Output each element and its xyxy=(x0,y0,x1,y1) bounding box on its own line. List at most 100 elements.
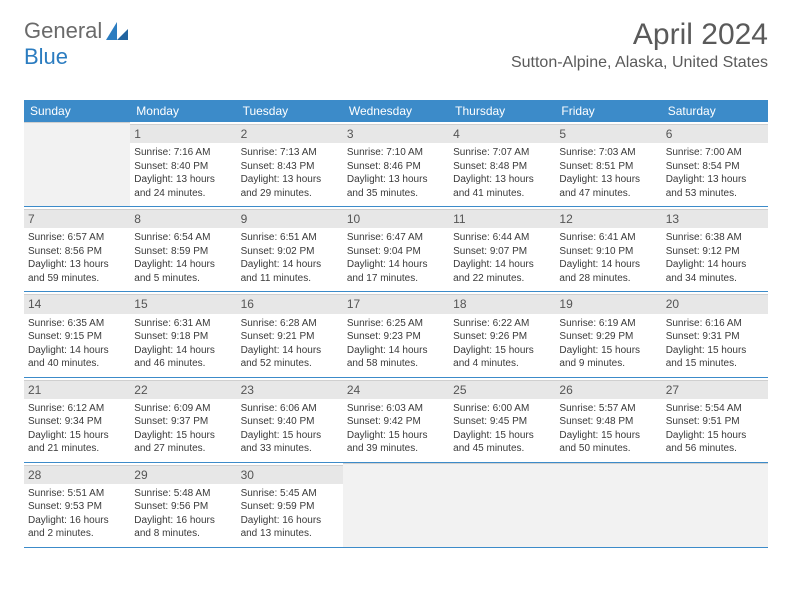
sunset-line: Sunset: 8:40 PM xyxy=(134,160,232,174)
sunrise-line: Sunrise: 7:13 AM xyxy=(241,146,339,160)
weekday-mon: Monday xyxy=(130,100,236,122)
day-cell-empty xyxy=(555,463,661,547)
calendar: Sunday Monday Tuesday Wednesday Thursday… xyxy=(24,100,768,548)
day-number: 1 xyxy=(130,124,236,143)
sunset-line: Sunset: 8:46 PM xyxy=(347,160,445,174)
daylight-line: Daylight: 14 hours and 58 minutes. xyxy=(347,344,445,371)
daylight-line: Daylight: 15 hours and 45 minutes. xyxy=(453,429,551,456)
day-cell: 20Sunrise: 6:16 AMSunset: 9:31 PMDayligh… xyxy=(662,292,768,376)
weekday-thu: Thursday xyxy=(449,100,555,122)
sunset-line: Sunset: 9:51 PM xyxy=(666,415,764,429)
week-row: 14Sunrise: 6:35 AMSunset: 9:15 PMDayligh… xyxy=(24,292,768,377)
day-cell: 30Sunrise: 5:45 AMSunset: 9:59 PMDayligh… xyxy=(237,463,343,547)
daylight-line: Daylight: 13 hours and 59 minutes. xyxy=(28,258,126,285)
logo-text-1: General xyxy=(24,18,102,44)
sunrise-line: Sunrise: 6:35 AM xyxy=(28,317,126,331)
sunrise-line: Sunrise: 5:48 AM xyxy=(134,487,232,501)
sunrise-line: Sunrise: 5:57 AM xyxy=(559,402,657,416)
day-number: 25 xyxy=(449,380,555,399)
day-cell: 23Sunrise: 6:06 AMSunset: 9:40 PMDayligh… xyxy=(237,378,343,462)
day-number: 11 xyxy=(449,209,555,228)
day-cell: 4Sunrise: 7:07 AMSunset: 8:48 PMDaylight… xyxy=(449,122,555,206)
sunset-line: Sunset: 9:59 PM xyxy=(241,500,339,514)
day-cell: 7Sunrise: 6:57 AMSunset: 8:56 PMDaylight… xyxy=(24,207,130,291)
daylight-line: Daylight: 16 hours and 2 minutes. xyxy=(28,514,126,541)
sunset-line: Sunset: 9:04 PM xyxy=(347,245,445,259)
daylight-line: Daylight: 14 hours and 28 minutes. xyxy=(559,258,657,285)
daylight-line: Daylight: 13 hours and 29 minutes. xyxy=(241,173,339,200)
daylight-line: Daylight: 14 hours and 22 minutes. xyxy=(453,258,551,285)
title-block: April 2024 Sutton-Alpine, Alaska, United… xyxy=(511,18,768,72)
sunrise-line: Sunrise: 6:41 AM xyxy=(559,231,657,245)
sunrise-line: Sunrise: 7:16 AM xyxy=(134,146,232,160)
daylight-line: Daylight: 15 hours and 39 minutes. xyxy=(347,429,445,456)
day-cell: 21Sunrise: 6:12 AMSunset: 9:34 PMDayligh… xyxy=(24,378,130,462)
weekday-fri: Friday xyxy=(555,100,661,122)
day-cell: 12Sunrise: 6:41 AMSunset: 9:10 PMDayligh… xyxy=(555,207,661,291)
week-row: 21Sunrise: 6:12 AMSunset: 9:34 PMDayligh… xyxy=(24,378,768,463)
day-cell-empty xyxy=(24,122,130,206)
daylight-line: Daylight: 14 hours and 11 minutes. xyxy=(241,258,339,285)
sunrise-line: Sunrise: 7:10 AM xyxy=(347,146,445,160)
location: Sutton-Alpine, Alaska, United States xyxy=(511,54,768,72)
sunrise-line: Sunrise: 5:45 AM xyxy=(241,487,339,501)
sunset-line: Sunset: 9:23 PM xyxy=(347,330,445,344)
weekday-tue: Tuesday xyxy=(237,100,343,122)
sunset-line: Sunset: 8:54 PM xyxy=(666,160,764,174)
week-row: 1Sunrise: 7:16 AMSunset: 8:40 PMDaylight… xyxy=(24,122,768,207)
sunrise-line: Sunrise: 7:07 AM xyxy=(453,146,551,160)
day-cell: 25Sunrise: 6:00 AMSunset: 9:45 PMDayligh… xyxy=(449,378,555,462)
sunrise-line: Sunrise: 6:19 AM xyxy=(559,317,657,331)
logo: General xyxy=(24,18,130,44)
sunrise-line: Sunrise: 6:03 AM xyxy=(347,402,445,416)
day-cell: 28 Sunrise: 5:51 AMSunset: 9:53 PMDayligh… xyxy=(24,463,130,547)
sunset-line: Sunset: 9:53 PM xyxy=(28,500,126,514)
sunset-line: Sunset: 8:56 PM xyxy=(28,245,126,259)
sunset-line: Sunset: 8:51 PM xyxy=(559,160,657,174)
daylight-line: Daylight: 13 hours and 24 minutes. xyxy=(134,173,232,200)
sunset-line: Sunset: 9:29 PM xyxy=(559,330,657,344)
day-cell: 18Sunrise: 6:22 AMSunset: 9:26 PMDayligh… xyxy=(449,292,555,376)
sunrise-line: Sunrise: 6:38 AM xyxy=(666,231,764,245)
sunset-line: Sunset: 8:48 PM xyxy=(453,160,551,174)
day-number: 18 xyxy=(449,294,555,313)
day-cell: 26Sunrise: 5:57 AMSunset: 9:48 PMDayligh… xyxy=(555,378,661,462)
week-row: 7Sunrise: 6:57 AMSunset: 8:56 PMDaylight… xyxy=(24,207,768,292)
sunrise-line: Sunrise: 5:51 AM xyxy=(28,487,126,501)
sunset-line: Sunset: 9:42 PM xyxy=(347,415,445,429)
sunset-line: Sunset: 9:07 PM xyxy=(453,245,551,259)
sunset-line: Sunset: 9:02 PM xyxy=(241,245,339,259)
day-cell: 17Sunrise: 6:25 AMSunset: 9:23 PMDayligh… xyxy=(343,292,449,376)
day-number: 4 xyxy=(449,124,555,143)
day-cell: 14Sunrise: 6:35 AMSunset: 9:15 PMDayligh… xyxy=(24,292,130,376)
day-number: 2 xyxy=(237,124,343,143)
day-number: 27 xyxy=(662,380,768,399)
daylight-line: Daylight: 13 hours and 53 minutes. xyxy=(666,173,764,200)
week-row: 28Sunrise: 5:51 AMSunset: 9:53 PMDayligh… xyxy=(24,463,768,548)
daylight-line: Daylight: 16 hours and 13 minutes. xyxy=(241,514,339,541)
sunset-line: Sunset: 8:43 PM xyxy=(241,160,339,174)
weekday-wed: Wednesday xyxy=(343,100,449,122)
sunrise-line: Sunrise: 6:16 AM xyxy=(666,317,764,331)
sunrise-line: Sunrise: 6:57 AM xyxy=(28,231,126,245)
day-number: 15 xyxy=(130,294,236,313)
sunrise-line: Sunrise: 6:12 AM xyxy=(28,402,126,416)
daylight-line: Daylight: 14 hours and 5 minutes. xyxy=(134,258,232,285)
day-number: 28 xyxy=(24,465,130,484)
sunrise-line: Sunrise: 5:54 AM xyxy=(666,402,764,416)
sunrise-line: Sunrise: 6:51 AM xyxy=(241,231,339,245)
day-cell: 10Sunrise: 6:47 AMSunset: 9:04 PMDayligh… xyxy=(343,207,449,291)
day-number: 17 xyxy=(343,294,449,313)
sunrise-line: Sunrise: 6:22 AM xyxy=(453,317,551,331)
sunset-line: Sunset: 9:56 PM xyxy=(134,500,232,514)
sunset-line: Sunset: 9:45 PM xyxy=(453,415,551,429)
daylight-line: Daylight: 15 hours and 21 minutes. xyxy=(28,429,126,456)
logo-glyph-icon xyxy=(106,22,128,40)
weekday-sun: Sunday xyxy=(24,100,130,122)
day-number: 6 xyxy=(662,124,768,143)
day-cell: 5Sunrise: 7:03 AMSunset: 8:51 PMDaylight… xyxy=(555,122,661,206)
day-number: 5 xyxy=(555,124,661,143)
daylight-line: Daylight: 14 hours and 34 minutes. xyxy=(666,258,764,285)
day-cell: 1 Sunrise: 7:16 AMSunset: 8:40 PMDaylight… xyxy=(130,122,236,206)
daylight-line: Daylight: 15 hours and 4 minutes. xyxy=(453,344,551,371)
